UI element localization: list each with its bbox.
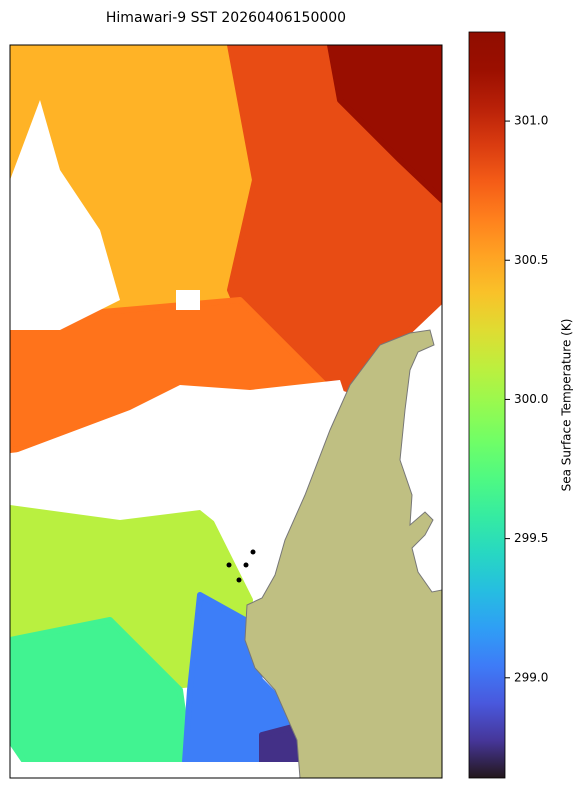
no-data (176, 290, 200, 310)
map-area (10, 45, 442, 778)
colorbar-tick-label: 301.0 (514, 114, 548, 128)
colorbar (468, 31, 506, 779)
colorbar-label: Sea Surface Temperature (K) (560, 319, 574, 492)
sst-region (327, 45, 442, 203)
land (244, 329, 442, 778)
no-data (10, 380, 360, 550)
colorbar-tick-label: 300.0 (514, 392, 548, 406)
map-frame (9, 44, 443, 779)
station-dot (250, 549, 256, 555)
map-title: Himawari-9 SST 20260406150000 (106, 10, 346, 26)
no-data (10, 100, 120, 330)
station-dot (226, 562, 232, 568)
colorbar-tick-label: 299.5 (514, 531, 548, 545)
station-dot (243, 562, 249, 568)
colorbar-tick-label: 300.5 (514, 253, 548, 267)
station-dot (236, 577, 242, 583)
colorbar-tick-label: 299.0 (514, 670, 548, 684)
